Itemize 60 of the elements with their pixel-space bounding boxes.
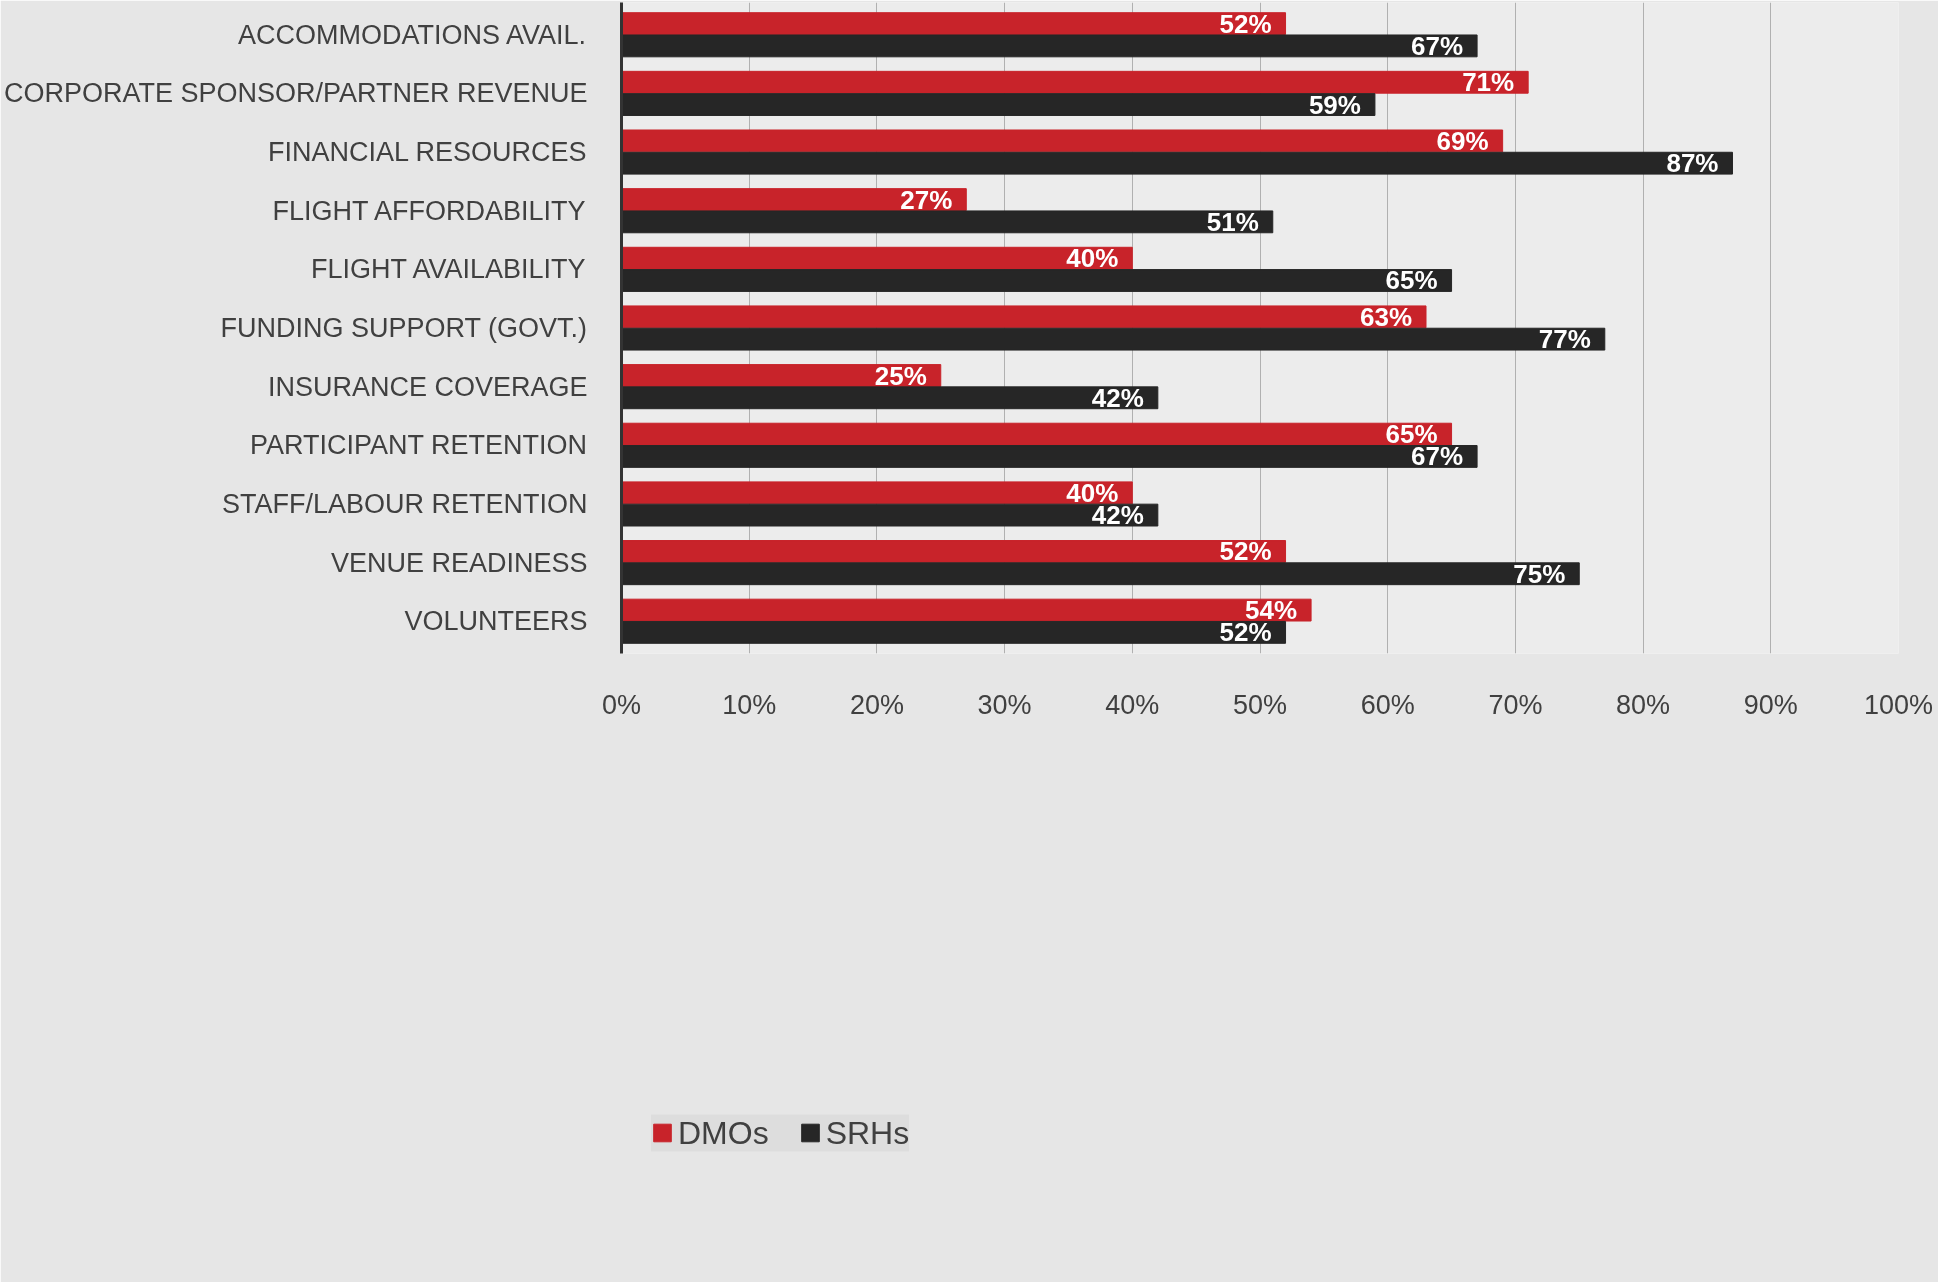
data-label: 65% bbox=[1385, 265, 1438, 296]
bar bbox=[621, 540, 1287, 563]
y-tick-label: INSURANCE COVERAGE bbox=[267, 371, 588, 402]
bar bbox=[621, 422, 1453, 446]
data-label: 25% bbox=[874, 360, 927, 391]
x-tick-label: 100% bbox=[1863, 689, 1934, 720]
data-label: 52% bbox=[1219, 8, 1272, 39]
data-label: 40% bbox=[1066, 243, 1119, 274]
x-tick-label: 0% bbox=[601, 689, 642, 720]
y-tick-label: CORPORATE SPONSOR/PARTNER REVENUE bbox=[3, 78, 588, 109]
bar bbox=[621, 129, 1504, 153]
y-tick-label: FUNDING SUPPORT (GOVT.) bbox=[220, 313, 588, 343]
bar bbox=[621, 445, 1478, 468]
y-tick-label: FLIGHT AVAILABILITY bbox=[310, 254, 586, 285]
bar bbox=[621, 305, 1427, 329]
bar bbox=[621, 246, 1133, 270]
data-label: 59% bbox=[1308, 89, 1361, 120]
legend-label: DMOs bbox=[678, 1114, 769, 1152]
bar bbox=[621, 70, 1529, 94]
data-label: 51% bbox=[1206, 206, 1259, 237]
x-tick-label: 70% bbox=[1488, 689, 1543, 720]
bar bbox=[621, 34, 1478, 58]
y-tick-label: ACCOMMODATIONS AVAIL. bbox=[237, 19, 587, 50]
legend-label: SRHs bbox=[825, 1114, 910, 1152]
x-tick-label: 60% bbox=[1360, 689, 1415, 720]
y-tick-label: STAFF/LABOUR RETENTION bbox=[221, 488, 588, 519]
bar bbox=[621, 12, 1287, 36]
x-tick-label: 30% bbox=[977, 689, 1032, 720]
x-tick-label: 50% bbox=[1232, 689, 1288, 720]
data-label: 52% bbox=[1219, 536, 1272, 567]
data-label: 75% bbox=[1513, 558, 1566, 589]
bar bbox=[621, 503, 1159, 527]
x-tick-label: 80% bbox=[1616, 689, 1671, 720]
bar bbox=[621, 598, 1312, 622]
bar bbox=[621, 620, 1287, 644]
data-label: 63% bbox=[1359, 301, 1413, 332]
bar bbox=[621, 210, 1274, 234]
data-label: 77% bbox=[1538, 324, 1591, 355]
x-tick-label: 20% bbox=[849, 689, 904, 720]
data-label: 67% bbox=[1411, 30, 1464, 61]
y-tick-label: VENUE READINESS bbox=[330, 547, 588, 578]
data-label: 69% bbox=[1436, 125, 1489, 156]
bar bbox=[621, 93, 1376, 116]
data-label: 71% bbox=[1462, 67, 1515, 98]
bar bbox=[621, 386, 1159, 410]
y-tick-label: PARTICIPANT RETENTION bbox=[249, 430, 588, 461]
data-label: 27% bbox=[900, 184, 953, 215]
bar bbox=[621, 481, 1133, 505]
bar bbox=[621, 269, 1453, 292]
y-tick-label: FINANCIAL RESOURCES bbox=[267, 137, 587, 168]
y-tick-label: FLIGHT AFFORDABILITY bbox=[272, 195, 586, 226]
x-tick-label: 10% bbox=[722, 689, 777, 720]
bar bbox=[621, 562, 1580, 586]
bar bbox=[621, 327, 1606, 351]
data-label: 42% bbox=[1091, 382, 1144, 413]
x-tick-label: 40% bbox=[1105, 689, 1160, 720]
x-tick-label: 90% bbox=[1743, 689, 1798, 720]
data-label: 87% bbox=[1666, 148, 1719, 179]
y-tick-label: VOLUNTEERS bbox=[404, 606, 588, 637]
bar bbox=[621, 151, 1733, 175]
